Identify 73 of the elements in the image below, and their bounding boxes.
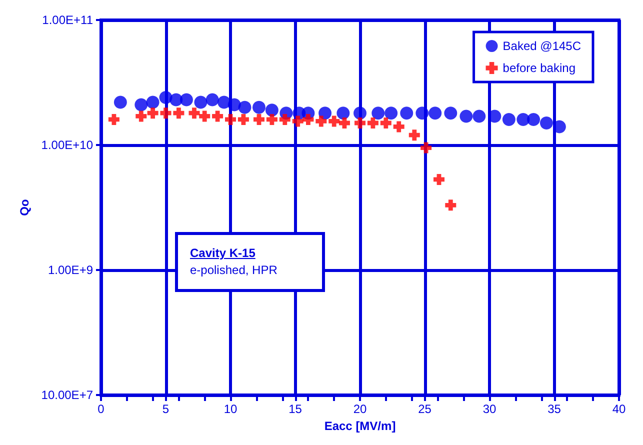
point bbox=[160, 108, 172, 119]
point bbox=[188, 108, 200, 119]
legend-label: before baking bbox=[502, 61, 576, 75]
point bbox=[354, 117, 366, 128]
y-axis-title: Qo bbox=[17, 199, 32, 216]
point bbox=[316, 116, 327, 127]
point bbox=[146, 96, 160, 109]
point bbox=[336, 106, 350, 120]
point bbox=[367, 117, 378, 128]
point bbox=[206, 93, 219, 106]
legend-label: Baked @145C bbox=[502, 39, 582, 53]
point bbox=[372, 106, 385, 120]
annotation: Cavity K-15 bbox=[190, 245, 256, 262]
point bbox=[302, 114, 314, 125]
point bbox=[253, 114, 264, 125]
point bbox=[380, 117, 392, 128]
x-tick-label: 30 bbox=[482, 402, 496, 416]
point bbox=[318, 106, 332, 120]
point bbox=[472, 110, 486, 123]
point bbox=[354, 106, 366, 120]
point bbox=[328, 116, 340, 127]
point bbox=[218, 96, 231, 109]
point bbox=[444, 106, 458, 120]
x-tick-label: 40 bbox=[612, 402, 626, 416]
point bbox=[393, 121, 404, 132]
point bbox=[416, 106, 429, 120]
note-box: Cavity K-15 e-polished, HPR bbox=[175, 232, 325, 292]
point bbox=[540, 116, 553, 130]
point bbox=[194, 96, 208, 109]
point bbox=[173, 108, 184, 119]
point bbox=[266, 114, 278, 125]
point bbox=[552, 120, 566, 134]
point bbox=[199, 110, 210, 122]
point bbox=[108, 114, 120, 125]
point bbox=[252, 100, 266, 114]
x-tick-label: 0 bbox=[98, 402, 105, 416]
x-tick-label: 5 bbox=[162, 402, 170, 416]
x-tick-label: 15 bbox=[288, 402, 302, 416]
point bbox=[460, 110, 473, 123]
x-tick-label: 10 bbox=[224, 402, 238, 416]
point bbox=[428, 106, 442, 120]
point bbox=[488, 110, 502, 123]
point bbox=[212, 110, 224, 122]
annotation: e-polished, HPR bbox=[190, 262, 278, 279]
x-tick-label: 25 bbox=[418, 402, 432, 416]
x-tick-label: 35 bbox=[548, 402, 562, 416]
point bbox=[502, 112, 516, 126]
point bbox=[445, 200, 456, 211]
y-tick-label: 1.00E+11 bbox=[42, 13, 94, 27]
point bbox=[265, 104, 278, 117]
x-axis-title: Eacc [MV/m] bbox=[324, 418, 396, 433]
point bbox=[408, 130, 420, 141]
point bbox=[433, 174, 444, 185]
point bbox=[114, 96, 127, 109]
point bbox=[420, 142, 432, 154]
point bbox=[238, 114, 249, 125]
point bbox=[338, 117, 350, 128]
point bbox=[527, 112, 540, 126]
point bbox=[228, 98, 241, 112]
point bbox=[134, 98, 148, 112]
point bbox=[238, 100, 252, 114]
point bbox=[400, 106, 414, 120]
point bbox=[384, 106, 398, 120]
point bbox=[147, 108, 158, 119]
point bbox=[279, 114, 290, 125]
y-tick-label: 1.00E+10 bbox=[41, 138, 94, 152]
point bbox=[225, 114, 236, 125]
y-tick-label: 10.00E+7 bbox=[41, 388, 94, 402]
y-tick-label: 1.00E+9 bbox=[48, 263, 94, 277]
point bbox=[292, 116, 304, 127]
point bbox=[136, 110, 147, 122]
point bbox=[180, 93, 193, 106]
x-tick-label: 20 bbox=[353, 402, 367, 416]
